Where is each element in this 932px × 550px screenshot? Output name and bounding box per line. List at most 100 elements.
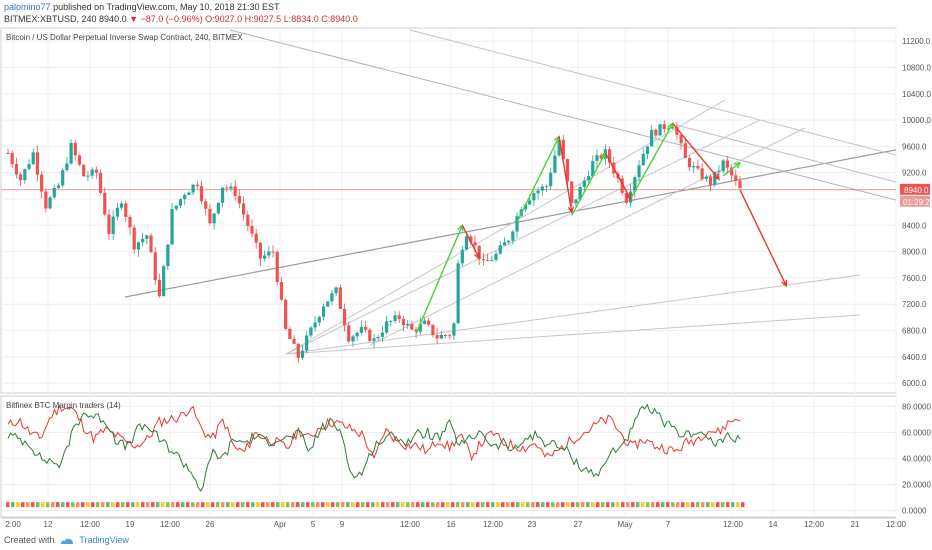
candle-body xyxy=(565,159,570,182)
price-axis[interactable]: 6000.0 6400.0 6800.0 7200.0 7600.0 8000.0 8400… xyxy=(902,37,931,388)
indicator-panel[interactable] xyxy=(0,395,897,518)
trendline-fan-6[interactable] xyxy=(285,314,861,355)
candle-body xyxy=(305,335,309,351)
signal-dot xyxy=(326,502,330,508)
signal-dot xyxy=(576,502,580,508)
signal-dot xyxy=(441,502,445,508)
candle-body xyxy=(317,316,321,323)
candle-body xyxy=(595,155,599,161)
trendline-long-support[interactable] xyxy=(124,143,932,298)
price-change: −87.0 (−0.96%) xyxy=(140,14,203,24)
candle-body xyxy=(557,139,561,156)
candle-body xyxy=(338,287,342,309)
price-panel[interactable] xyxy=(0,27,897,394)
time-tick-label: 12:00 xyxy=(400,520,421,529)
publish-info: palomino77 published on TradingView.com,… xyxy=(4,2,280,12)
candle-body xyxy=(485,260,490,262)
tradingview-brand[interactable]: TradingView xyxy=(79,535,129,545)
trendline-top-right[interactable] xyxy=(675,124,896,183)
candle-body xyxy=(157,279,162,297)
signal-dot xyxy=(241,502,245,508)
candle-body xyxy=(372,338,376,341)
last-price: 8940.0 xyxy=(99,14,127,24)
signal-dot xyxy=(461,502,465,508)
candle-body xyxy=(481,259,485,261)
signal-dot xyxy=(416,502,420,508)
trendline-fan-4[interactable] xyxy=(369,127,806,346)
candle-body xyxy=(132,227,136,250)
candle-body xyxy=(136,242,141,250)
signal-dot xyxy=(606,502,610,508)
candle-body xyxy=(549,172,553,187)
signal-dot xyxy=(116,502,120,508)
signal-dot xyxy=(226,502,230,508)
candle-body xyxy=(233,186,237,196)
last-price-badge: 8940.0 01:29:22 xyxy=(900,183,932,207)
trendline-fan-1[interactable] xyxy=(409,29,896,156)
candle-body xyxy=(410,323,414,330)
candle-body xyxy=(347,325,351,342)
candle-body xyxy=(14,164,19,175)
time-tick-label: Apr xyxy=(274,520,287,529)
signal-dot xyxy=(296,502,300,508)
signal-dot xyxy=(26,502,30,508)
trendlines[interactable] xyxy=(124,29,932,355)
green-arrow xyxy=(571,152,606,216)
signal-dot xyxy=(471,502,475,508)
candle-body xyxy=(591,160,595,177)
candle-body xyxy=(473,242,477,246)
signal-dot xyxy=(66,502,70,508)
candle-body xyxy=(721,160,725,172)
price-tick-label: 8400.0 xyxy=(902,221,927,230)
signal-dot xyxy=(281,502,285,508)
signal-dot xyxy=(356,502,360,508)
signal-dot xyxy=(646,502,650,508)
candle-body xyxy=(212,213,216,224)
signal-dot xyxy=(76,502,80,508)
signal-dot xyxy=(546,502,550,508)
candle-body xyxy=(515,216,519,232)
candle-body xyxy=(77,155,82,165)
signal-dot xyxy=(121,502,125,508)
candle-body xyxy=(115,207,119,217)
candle-body xyxy=(263,255,267,259)
signal-dot xyxy=(246,502,250,508)
price-grid xyxy=(1,28,897,517)
signal-dot xyxy=(106,502,110,508)
time-tick-label: 19 xyxy=(126,520,135,529)
price-chart-title: Bitcoin / US Dollar Perpetual Inverse Sw… xyxy=(6,33,243,42)
candle-body xyxy=(183,194,187,200)
candle-body xyxy=(586,176,591,181)
trendline-upper-resistance[interactable] xyxy=(229,29,896,201)
candle-body xyxy=(456,263,460,324)
signal-dot xyxy=(386,502,390,508)
price-tick-label: 8000.0 xyxy=(902,248,927,257)
candle-body xyxy=(536,190,540,194)
signal-dot xyxy=(571,502,575,508)
indicator-axis[interactable]: 0.0000 20.0000 40.0000 60.0000 80.0000 xyxy=(902,402,931,515)
signal-dot xyxy=(316,502,320,508)
trendline-fan-3[interactable] xyxy=(285,119,761,355)
signal-dot xyxy=(351,502,355,508)
candle-body xyxy=(645,146,650,154)
publisher-name[interactable]: palomino77 xyxy=(4,2,51,12)
red-arrow-head xyxy=(567,206,575,214)
candle-body xyxy=(342,308,347,326)
drawn-arrows[interactable] xyxy=(415,121,787,335)
candle-body xyxy=(296,343,300,358)
time-tick-label: 12:00 xyxy=(804,520,825,529)
candle-body xyxy=(406,323,410,326)
trendline-fan-5[interactable] xyxy=(285,274,861,355)
time-tick-label: 16 xyxy=(447,520,456,529)
time-axis[interactable]: 2:00 12 12:00 19 12:00 26 Apr 5 9 12:00 16 12:00 23 2… xyxy=(5,520,906,529)
candle-body xyxy=(98,172,103,193)
signal-dot xyxy=(186,502,190,508)
forecast-arrow xyxy=(739,189,787,287)
signal-dot xyxy=(191,502,195,508)
signal-dot xyxy=(661,502,665,508)
signal-dot xyxy=(131,502,135,508)
signal-dot xyxy=(516,502,520,508)
candle-body xyxy=(401,318,406,326)
price-tick-label: 10000.0 xyxy=(902,116,931,125)
